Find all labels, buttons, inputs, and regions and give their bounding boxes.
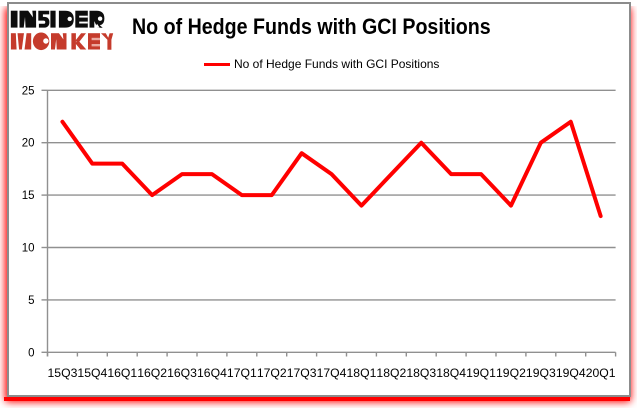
svg-text:25: 25 <box>22 85 35 97</box>
svg-text:15Q4: 15Q4 <box>77 366 107 380</box>
svg-text:19Q1: 19Q1 <box>466 366 496 380</box>
svg-text:17Q4: 17Q4 <box>317 366 347 380</box>
svg-text:20Q1: 20Q1 <box>586 366 616 380</box>
svg-text:20: 20 <box>22 138 35 150</box>
svg-text:16Q2: 16Q2 <box>137 366 167 380</box>
svg-text:17Q1: 17Q1 <box>227 366 257 380</box>
svg-text:19Q3: 19Q3 <box>526 366 556 380</box>
svg-text:17Q3: 17Q3 <box>287 366 317 380</box>
svg-text:18Q4: 18Q4 <box>436 366 466 380</box>
svg-text:0: 0 <box>28 347 34 359</box>
svg-text:18Q2: 18Q2 <box>376 366 406 380</box>
svg-text:18Q3: 18Q3 <box>406 366 436 380</box>
svg-text:19Q2: 19Q2 <box>496 366 526 380</box>
svg-text:5: 5 <box>28 295 34 307</box>
svg-text:16Q1: 16Q1 <box>107 366 137 380</box>
svg-text:17Q2: 17Q2 <box>257 366 287 380</box>
svg-text:16Q3: 16Q3 <box>167 366 197 380</box>
svg-text:15: 15 <box>22 190 35 202</box>
svg-text:15Q3: 15Q3 <box>48 366 78 380</box>
svg-text:10: 10 <box>22 243 35 255</box>
svg-text:16Q4: 16Q4 <box>197 366 227 380</box>
svg-text:19Q4: 19Q4 <box>556 366 586 380</box>
svg-text:18Q1: 18Q1 <box>347 366 377 380</box>
